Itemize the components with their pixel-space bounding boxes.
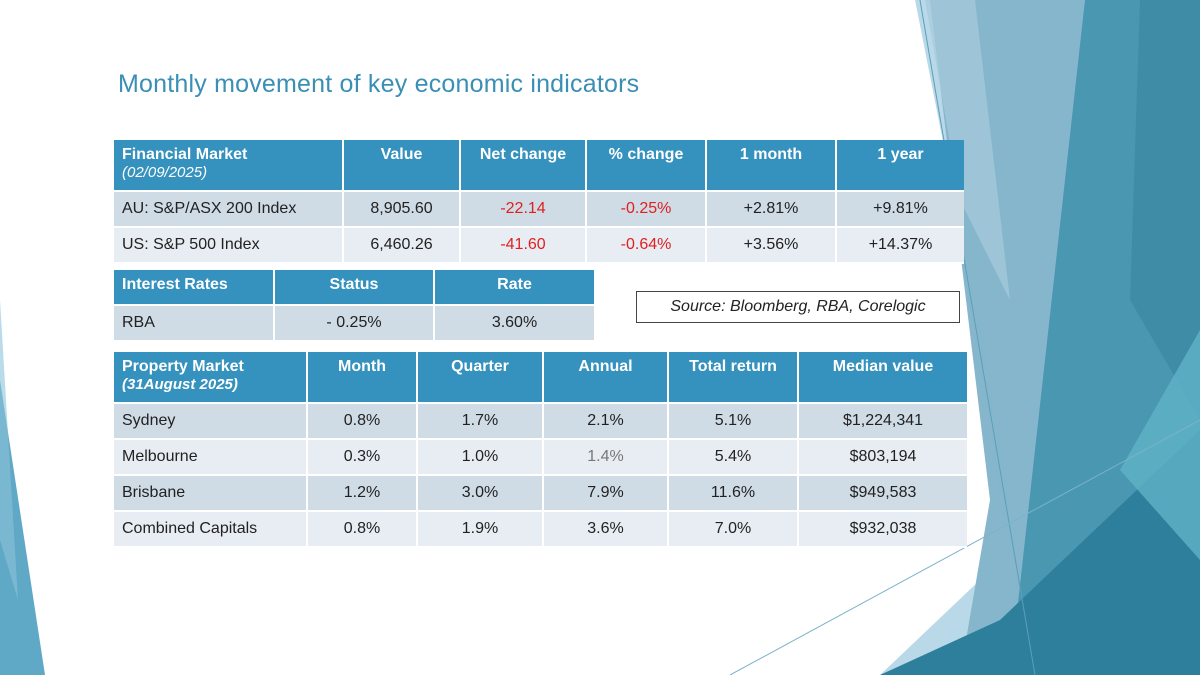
- cell-percent-change: -0.64%: [586, 227, 707, 264]
- property-market-table: Property Market (31August 2025) Month Qua…: [114, 352, 967, 548]
- cell-annual: 3.6%: [543, 511, 669, 548]
- header-month: Month: [307, 352, 418, 404]
- header-median-value: Median value: [798, 352, 967, 404]
- interest-rates-table: Interest Rates Status Rate RBA - 0.25% 3…: [114, 270, 594, 342]
- cell-1-month: +2.81%: [706, 191, 837, 228]
- cell-rate-name: RBA: [114, 305, 275, 342]
- cell-percent-change: -0.25%: [586, 191, 707, 228]
- cell-city: Combined Capitals: [114, 511, 308, 548]
- table-row: RBA - 0.25% 3.60%: [114, 305, 594, 342]
- cell-total-return: 7.0%: [668, 511, 799, 548]
- cell-median-value: $803,194: [798, 439, 967, 476]
- header-percent-change: % change: [586, 140, 707, 192]
- cell-rate: 3.60%: [434, 305, 594, 342]
- header-financial-market: Financial Market (02/09/2025): [114, 140, 344, 192]
- financial-date: (02/09/2025): [122, 164, 208, 181]
- table-row: US: S&P 500 Index 6,460.26 -41.60 -0.64%…: [114, 227, 964, 264]
- table-row: Sydney 0.8% 1.7% 2.1% 5.1% $1,224,341: [114, 403, 967, 440]
- left-shape-1: [0, 380, 45, 675]
- page-title: Monthly movement of key economic indicat…: [118, 70, 640, 98]
- right-shape-accent: [1120, 330, 1200, 560]
- financial-market-table: Financial Market (02/09/2025) Value Net c…: [114, 140, 964, 264]
- table-header-row: Interest Rates Status Rate: [114, 270, 594, 306]
- cell-value: 8,905.60: [343, 191, 461, 228]
- cell-quarter: 1.7%: [417, 403, 544, 440]
- cell-month: 0.3%: [307, 439, 418, 476]
- cell-quarter: 3.0%: [417, 475, 544, 512]
- table-row: Melbourne 0.3% 1.0% 1.4% 5.4% $803,194: [114, 439, 967, 476]
- table-row: Brisbane 1.2% 3.0% 7.9% 11.6% $949,583: [114, 475, 967, 512]
- table-row: AU: S&P/ASX 200 Index 8,905.60 -22.14 -0…: [114, 191, 964, 228]
- cell-month: 0.8%: [307, 511, 418, 548]
- right-shape-dark: [880, 430, 1200, 675]
- header-1-year: 1 year: [836, 140, 964, 192]
- right-line-2: [729, 419, 1200, 675]
- cell-net-change: -41.60: [460, 227, 587, 264]
- cell-quarter: 1.9%: [417, 511, 544, 548]
- header-net-change: Net change: [460, 140, 587, 192]
- cell-city: Sydney: [114, 403, 308, 440]
- cell-total-return: 11.6%: [668, 475, 799, 512]
- right-shape-sliver: [925, 0, 1010, 300]
- cell-annual: 7.9%: [543, 475, 669, 512]
- cell-quarter: 1.0%: [417, 439, 544, 476]
- cell-index-name: US: S&P 500 Index: [114, 227, 344, 264]
- cell-annual: 2.1%: [543, 403, 669, 440]
- cell-net-change: -22.14: [460, 191, 587, 228]
- table-header-row: Financial Market (02/09/2025) Value Net c…: [114, 140, 964, 192]
- left-shape-2: [0, 300, 18, 600]
- header-1-month: 1 month: [706, 140, 837, 192]
- header-rate: Rate: [434, 270, 594, 306]
- header-property-market: Property Market (31August 2025): [114, 352, 308, 404]
- cell-month: 1.2%: [307, 475, 418, 512]
- header-total-return: Total return: [668, 352, 799, 404]
- source-note: Source: Bloomberg, RBA, Corelogic: [636, 291, 960, 323]
- cell-status: - 0.25%: [274, 305, 435, 342]
- cell-city: Melbourne: [114, 439, 308, 476]
- table-header-row: Property Market (31August 2025) Month Qua…: [114, 352, 967, 404]
- right-shape-teal-top: [1130, 0, 1200, 420]
- cell-total-return: 5.4%: [668, 439, 799, 476]
- right-line-1: [919, 0, 1036, 675]
- cell-city: Brisbane: [114, 475, 308, 512]
- header-annual: Annual: [543, 352, 669, 404]
- cell-1-month: +3.56%: [706, 227, 837, 264]
- cell-median-value: $932,038: [798, 511, 967, 548]
- header-interest-rates: Interest Rates: [114, 270, 275, 306]
- cell-annual: 1.4%: [543, 439, 669, 476]
- header-status: Status: [274, 270, 435, 306]
- cell-1-year: +14.37%: [836, 227, 964, 264]
- header-value: Value: [343, 140, 461, 192]
- header-quarter: Quarter: [417, 352, 544, 404]
- property-date: (31August 2025): [122, 376, 238, 393]
- cell-median-value: $1,224,341: [798, 403, 967, 440]
- cell-value: 6,460.26: [343, 227, 461, 264]
- cell-median-value: $949,583: [798, 475, 967, 512]
- cell-1-year: +9.81%: [836, 191, 964, 228]
- cell-total-return: 5.1%: [668, 403, 799, 440]
- table-row: Combined Capitals 0.8% 1.9% 3.6% 7.0% $9…: [114, 511, 967, 548]
- cell-month: 0.8%: [307, 403, 418, 440]
- cell-index-name: AU: S&P/ASX 200 Index: [114, 191, 344, 228]
